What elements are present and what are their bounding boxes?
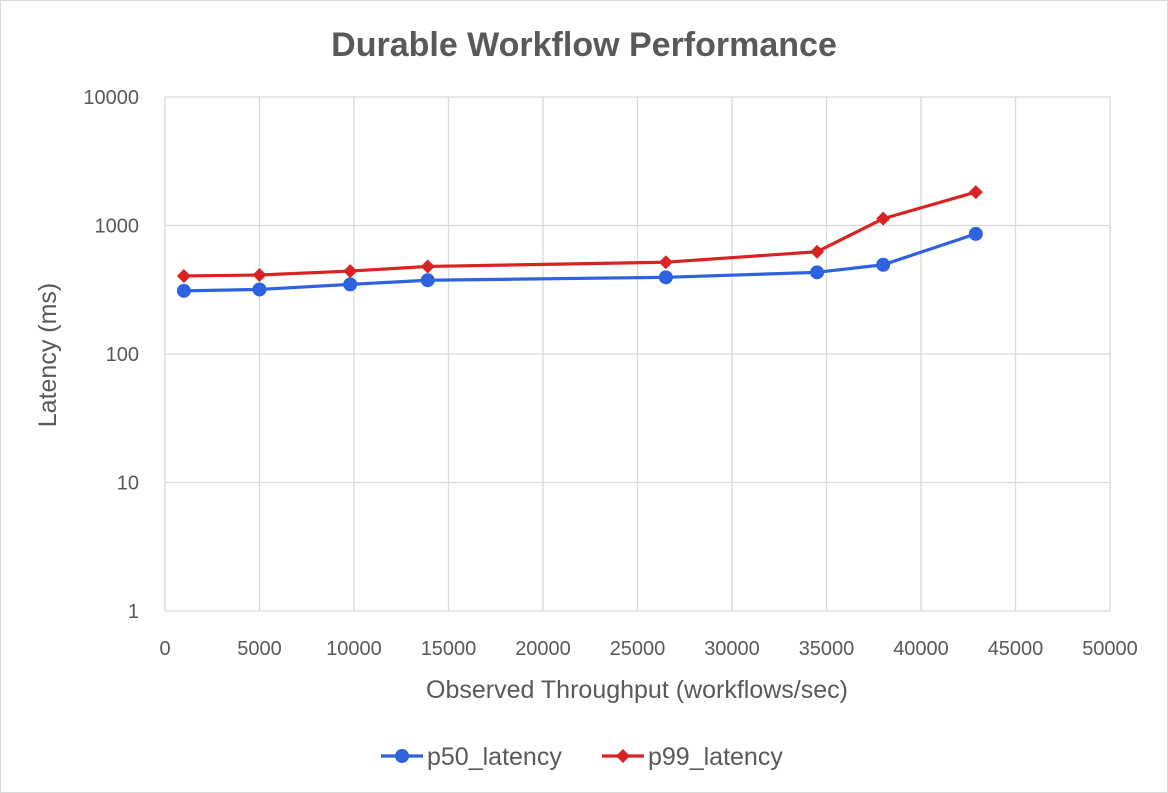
data-point-p99_latency — [810, 244, 825, 259]
legend-entry-p50_latency: p50_latency — [381, 743, 562, 771]
data-point-p50_latency — [968, 226, 983, 241]
data-point-p50_latency — [876, 257, 891, 272]
legend-label: p50_latency — [427, 743, 562, 771]
x-tick-label: 15000 — [421, 638, 477, 660]
legend-swatch-marker — [616, 749, 630, 763]
legend-swatch-marker — [395, 749, 409, 763]
x-tick-label: 50000 — [1082, 638, 1138, 660]
data-point-p99_latency — [176, 268, 191, 283]
data-point-p50_latency — [176, 283, 191, 298]
x-tick-label: 25000 — [610, 638, 666, 660]
y-tick-label: 1000 — [95, 216, 140, 238]
series-p50_latency — [176, 226, 983, 298]
data-point-p99_latency — [968, 185, 983, 200]
y-tick-label: 10000 — [83, 87, 139, 109]
legend-label: p99_latency — [648, 743, 783, 771]
x-tick-label: 20000 — [515, 638, 571, 660]
x-tick-label: 35000 — [799, 638, 855, 660]
series-line-p50_latency — [182, 232, 978, 293]
series-p99_latency — [176, 185, 983, 283]
data-point-p99_latency — [420, 259, 435, 274]
data-point-p50_latency — [810, 265, 825, 280]
x-tick-label: 0 — [159, 638, 170, 660]
y-tick-label: 1 — [128, 601, 139, 623]
gridlines — [164, 96, 1111, 612]
data-point-p50_latency — [658, 270, 673, 285]
series-layer — [176, 185, 983, 298]
x-tick-label: 5000 — [237, 638, 282, 660]
data-point-p99_latency — [658, 255, 673, 270]
data-point-p99_latency — [252, 267, 267, 282]
data-point-p99_latency — [876, 211, 891, 226]
x-axis-tick-labels: 0 5000 10000 15000 20000 25000 30000 35000 40000… — [159, 638, 1137, 660]
y-axis-tick-labels: 1 10 100 1000 10000 — [83, 87, 139, 623]
x-axis-title: Observed Throughput (workflows/sec) — [426, 676, 848, 704]
y-tick-label: 10 — [117, 473, 139, 495]
y-axis-title: Latency (ms) — [34, 283, 62, 427]
x-tick-label: 30000 — [704, 638, 760, 660]
chart-title: Durable Workflow Performance — [331, 26, 837, 64]
legend-entry-p99_latency: p99_latency — [602, 743, 783, 771]
x-tick-label: 10000 — [326, 638, 382, 660]
x-tick-label: 45000 — [988, 638, 1044, 660]
y-tick-label: 100 — [106, 344, 139, 366]
data-point-p50_latency — [420, 273, 435, 288]
legend: p50_latency p99_latency — [381, 743, 783, 771]
data-point-p99_latency — [343, 264, 358, 279]
data-point-p50_latency — [343, 277, 358, 292]
series-line-p99_latency — [182, 190, 978, 278]
data-point-p50_latency — [252, 282, 267, 297]
x-tick-label: 40000 — [893, 638, 949, 660]
